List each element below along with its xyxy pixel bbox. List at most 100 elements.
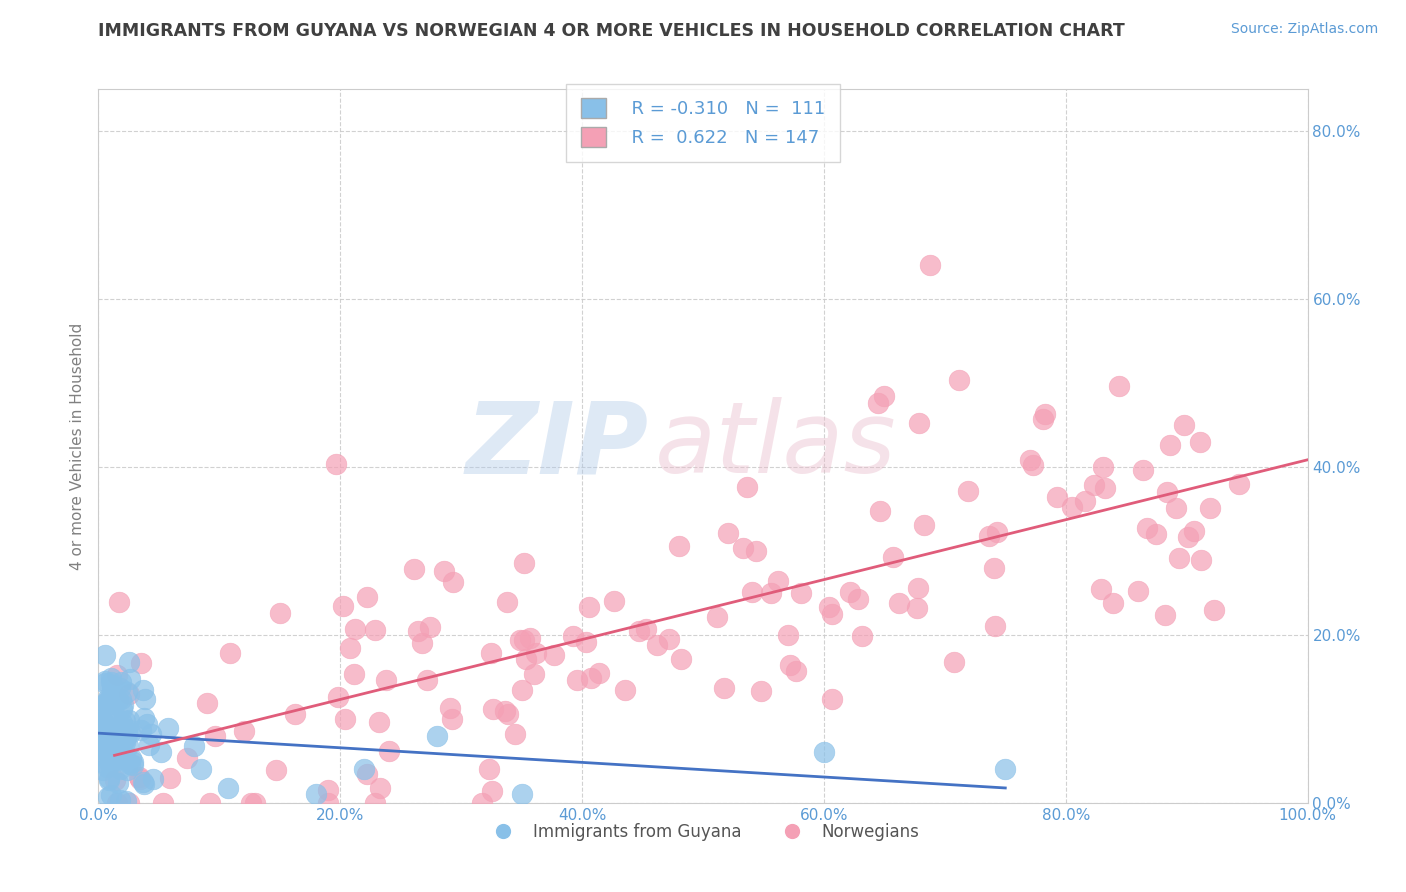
- Point: [578, 599, 600, 614]
- Point: [101, 731, 124, 745]
- Point: [524, 646, 547, 660]
- Point: [90, 735, 112, 749]
- Point: [97, 752, 120, 766]
- Point: [741, 585, 763, 599]
- Point: [818, 599, 841, 614]
- Point: [356, 590, 378, 604]
- Point: [122, 756, 145, 770]
- Point: [1102, 596, 1125, 610]
- Point: [100, 671, 122, 685]
- Point: [118, 726, 141, 740]
- Point: [510, 788, 533, 802]
- Point: [138, 738, 160, 752]
- Point: [233, 723, 256, 738]
- Point: [111, 735, 134, 749]
- Point: [1159, 438, 1181, 452]
- Point: [333, 712, 356, 726]
- Point: [820, 607, 842, 622]
- Point: [107, 711, 129, 725]
- Text: atlas: atlas: [655, 398, 896, 494]
- Point: [97, 735, 120, 749]
- Point: [122, 757, 145, 772]
- Point: [136, 717, 159, 731]
- Point: [749, 683, 772, 698]
- Text: Source: ZipAtlas.com: Source: ZipAtlas.com: [1230, 22, 1378, 37]
- Point: [1083, 477, 1105, 491]
- Point: [768, 574, 790, 589]
- Point: [108, 681, 131, 695]
- Point: [134, 692, 156, 706]
- Point: [1136, 521, 1159, 535]
- Point: [114, 724, 136, 739]
- Point: [110, 691, 132, 706]
- Point: [325, 458, 347, 472]
- Point: [509, 633, 531, 648]
- Point: [243, 796, 266, 810]
- Y-axis label: 4 or more Vehicles in Household: 4 or more Vehicles in Household: [70, 322, 86, 570]
- Point: [101, 690, 124, 704]
- Point: [132, 711, 155, 725]
- Point: [778, 628, 800, 642]
- Point: [426, 729, 449, 743]
- Point: [515, 652, 537, 666]
- Point: [669, 651, 692, 665]
- Point: [1199, 500, 1222, 515]
- Point: [176, 751, 198, 765]
- Point: [575, 634, 598, 648]
- Point: [105, 796, 128, 810]
- Point: [1062, 500, 1084, 514]
- Point: [110, 762, 132, 776]
- Point: [195, 696, 218, 710]
- Point: [907, 582, 929, 596]
- Point: [101, 736, 124, 750]
- Point: [118, 656, 141, 670]
- Point: [117, 739, 139, 753]
- Point: [735, 480, 758, 494]
- Point: [339, 640, 361, 655]
- Point: [142, 772, 165, 786]
- Point: [658, 632, 681, 646]
- Point: [627, 624, 650, 638]
- Point: [89, 715, 111, 730]
- Point: [129, 657, 152, 671]
- Point: [706, 609, 728, 624]
- Point: [198, 796, 221, 810]
- Point: [159, 772, 181, 786]
- Point: [91, 743, 114, 757]
- Point: [114, 735, 136, 749]
- Point: [100, 737, 122, 751]
- Point: [873, 389, 896, 403]
- Point: [97, 694, 120, 708]
- Point: [745, 544, 768, 558]
- Point: [603, 593, 626, 607]
- Point: [1074, 494, 1097, 508]
- Point: [415, 673, 437, 688]
- Point: [264, 764, 287, 778]
- Point: [356, 767, 378, 781]
- Point: [96, 696, 118, 710]
- Point: [494, 704, 516, 718]
- Point: [1153, 608, 1175, 623]
- Point: [94, 676, 117, 690]
- Point: [115, 793, 138, 807]
- Point: [100, 675, 122, 690]
- Point: [115, 727, 138, 741]
- Point: [441, 575, 464, 590]
- Point: [129, 772, 152, 787]
- Point: [957, 483, 980, 498]
- Point: [89, 727, 111, 741]
- Point: [240, 796, 263, 810]
- Point: [1144, 527, 1167, 541]
- Point: [496, 707, 519, 722]
- Point: [912, 517, 935, 532]
- Point: [114, 714, 136, 729]
- Point: [107, 720, 129, 734]
- Point: [543, 648, 565, 662]
- Point: [942, 655, 965, 669]
- Point: [94, 674, 117, 689]
- Point: [97, 732, 120, 747]
- Text: IMMIGRANTS FROM GUYANA VS NORWEGIAN 4 OR MORE VEHICLES IN HOUSEHOLD CORRELATION : IMMIGRANTS FROM GUYANA VS NORWEGIAN 4 OR…: [98, 22, 1125, 40]
- Point: [93, 648, 115, 662]
- Point: [419, 620, 441, 634]
- Point: [100, 788, 122, 802]
